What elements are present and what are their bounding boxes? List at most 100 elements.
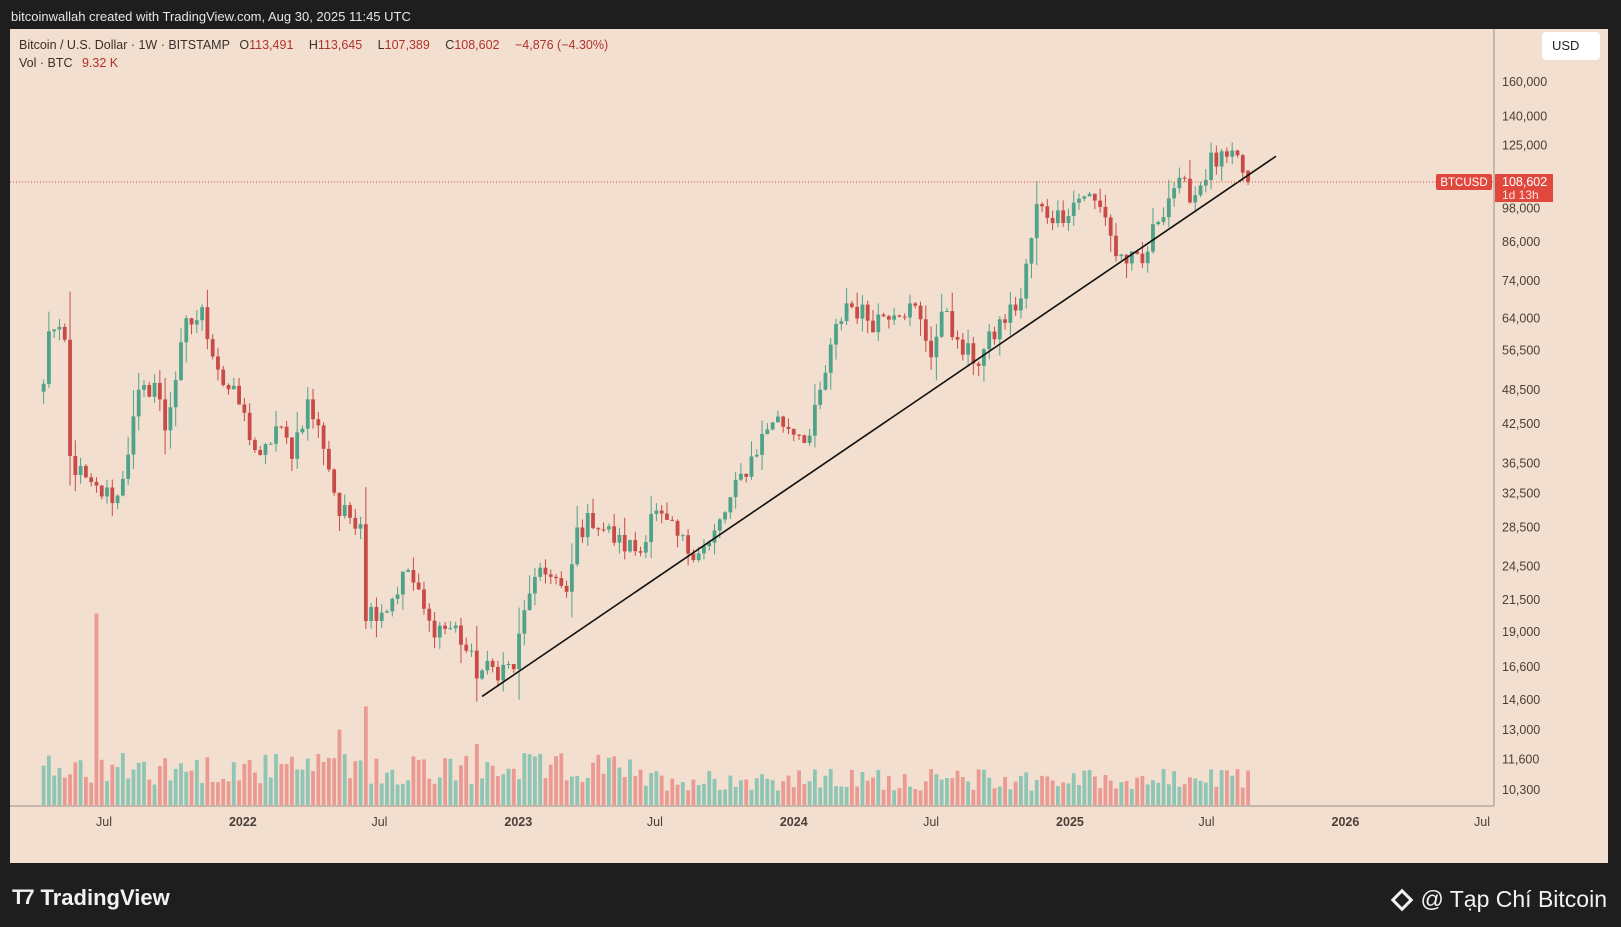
candle-body: [770, 422, 775, 430]
x-tick-label: Jul: [371, 815, 387, 829]
volume-bar: [871, 777, 875, 805]
candle-body: [976, 363, 981, 366]
volume-bar: [1103, 775, 1108, 805]
volume-bar: [902, 774, 907, 805]
volume-bar: [686, 790, 691, 805]
volume-bar: [242, 763, 247, 805]
candle-body: [216, 356, 220, 370]
candle-body: [184, 318, 189, 343]
volume-bar: [1151, 780, 1155, 805]
volume-bar: [1214, 786, 1219, 805]
candle-body: [1240, 155, 1245, 173]
volume-bar: [131, 769, 136, 805]
candle-body: [189, 318, 194, 325]
volume-bar: [670, 778, 675, 805]
tradingview-logo[interactable]: T7 TradingView: [12, 884, 170, 912]
volume-bar: [834, 786, 838, 805]
candle-body: [1172, 188, 1177, 199]
y-tick-label: 36,500: [1502, 456, 1540, 470]
candle-body: [723, 512, 727, 520]
candle-body: [596, 528, 601, 530]
volume-bar: [179, 763, 183, 805]
volume-bar: [649, 773, 654, 805]
candle-body: [580, 527, 585, 538]
volume-bar: [992, 788, 997, 805]
volume-bar: [950, 778, 955, 805]
volume-bar: [585, 778, 590, 805]
volume-bar: [580, 781, 585, 805]
candle-body: [538, 567, 543, 577]
candle-body: [939, 311, 944, 337]
candle-body: [754, 454, 759, 457]
candle-body: [654, 510, 659, 514]
candle-body: [1188, 178, 1192, 203]
candle-body: [284, 426, 289, 438]
volume-bar: [210, 781, 215, 805]
volume-bar: [517, 779, 521, 805]
volume-bar: [1040, 775, 1044, 805]
candle-body: [115, 495, 120, 504]
candle-body: [1219, 151, 1224, 167]
volume-bar: [564, 780, 569, 805]
trendline: [481, 155, 1277, 698]
candle-body: [517, 633, 521, 670]
volume-bar: [126, 778, 131, 805]
y-tick-label: 28,500: [1502, 520, 1540, 534]
price-chart[interactable]: 160,000 140,000 125,000 98,000 86,000 74,000 6…: [10, 29, 1608, 863]
candle-body: [374, 606, 379, 621]
volume-bar: [157, 765, 162, 805]
candle-body: [390, 598, 395, 612]
candle-body: [707, 542, 712, 547]
chart-caption: bitcoinwallah created with TradingView.c…: [11, 9, 411, 24]
volume-bar: [47, 755, 51, 805]
volume-bar: [939, 779, 944, 805]
volume-bar: [739, 780, 743, 805]
candle-body: [1193, 195, 1198, 203]
currency-button[interactable]: USD: [1542, 32, 1600, 60]
candle-body: [194, 320, 199, 325]
y-tick-label: 48,500: [1502, 383, 1540, 397]
candle-body: [749, 456, 754, 477]
candle-body: [1029, 238, 1034, 264]
candle-body: [400, 571, 405, 595]
volume-bar: [443, 758, 448, 805]
candle-body: [612, 526, 617, 543]
volume-bar: [828, 768, 833, 805]
volume-bar: [538, 753, 543, 805]
volume-bar: [1108, 780, 1113, 805]
volume-bar: [1219, 770, 1224, 805]
chart-frame[interactable]: 160,000 140,000 125,000 98,000 86,000 74,000 6…: [10, 29, 1608, 863]
candle-body: [337, 492, 342, 516]
volume-bar: [99, 759, 104, 805]
y-tick-label: 11,600: [1502, 752, 1539, 766]
y-tick-label: 19,000: [1502, 625, 1540, 639]
candle-body: [427, 608, 432, 621]
candle-body: [290, 437, 294, 459]
volume-bar: [437, 777, 442, 805]
candle-body: [464, 644, 469, 651]
candle-body: [1108, 217, 1113, 236]
candle-body: [533, 576, 537, 594]
candle-body: [1087, 193, 1092, 197]
volume-bar: [105, 781, 109, 805]
candle-body: [1066, 215, 1071, 224]
candle-body: [385, 611, 389, 613]
volume-bar: [205, 757, 210, 805]
volume-bar: [1098, 788, 1103, 805]
candle-body: [1124, 254, 1129, 264]
candle-body: [511, 664, 516, 670]
volume-bar: [1092, 776, 1097, 805]
candle-body: [913, 303, 918, 306]
candle-body: [527, 593, 532, 611]
volume-bar: [432, 783, 437, 805]
candle-body: [844, 303, 849, 322]
candle-body: [522, 610, 527, 634]
volume-bar: [1166, 784, 1171, 805]
volume-bar: [194, 759, 199, 805]
volume-bar: [886, 776, 891, 805]
candle-body: [1151, 224, 1155, 252]
volume-bar: [1003, 776, 1007, 805]
volume-bar: [596, 754, 601, 805]
candle-body: [1166, 198, 1171, 218]
volume-bar: [1061, 782, 1066, 805]
